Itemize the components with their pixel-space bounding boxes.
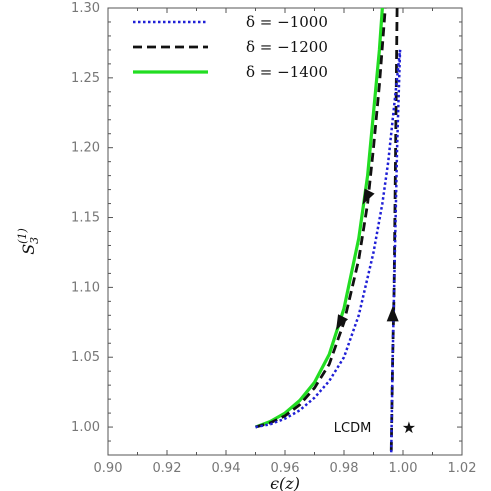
- y-axis-title-base: S: [19, 244, 38, 255]
- x-axis-title: ϵ(z): [270, 474, 300, 491]
- series-line-branch-rise: [254, 8, 384, 429]
- direction-arrow: [386, 306, 399, 322]
- y-axis-title-subscript: 3: [28, 237, 41, 244]
- x-tick-label: 0.94: [212, 461, 241, 476]
- y-tick-label: 1.00: [71, 420, 100, 435]
- y-axis: 1.00 1.05 1.10 1.15 1.20 1.25 1.30: [71, 1, 462, 456]
- direction-arrow: [362, 188, 375, 205]
- x-tick-label: 0.98: [330, 461, 359, 476]
- lcdm-annotation: LCDM: [334, 421, 372, 436]
- y-tick-label: 1.20: [71, 141, 100, 156]
- series-line-branch-rise: [255, 8, 387, 429]
- y-tick-label: 1.15: [71, 211, 100, 226]
- x-tick-label: 0.90: [94, 461, 123, 476]
- legend-label: δ = −1400: [246, 63, 328, 81]
- annotation-layer: LCDM ★: [334, 418, 416, 437]
- y-tick-label: 1.05: [71, 350, 100, 365]
- series-line-branch-return: [389, 8, 399, 455]
- arrow-layer: [336, 188, 399, 331]
- y-tick-label: 1.30: [71, 1, 100, 16]
- legend-label: δ = −1000: [246, 13, 328, 31]
- legend: δ = −1000 δ = −1200 δ = −1400: [133, 13, 328, 81]
- x-tick-label: 1.02: [448, 461, 477, 476]
- direction-arrow: [336, 314, 349, 331]
- legend-label: δ = −1200: [246, 38, 328, 56]
- y-tick-label: 1.10: [71, 280, 100, 295]
- y-tick-label: 1.25: [71, 71, 100, 86]
- x-tick-label: 0.96: [271, 461, 300, 476]
- x-axis: 0.90 0.92 0.94 0.96 0.98 1.00 1.02: [94, 8, 477, 476]
- y-axis-title-superscript: (1): [16, 228, 29, 244]
- series-line-branch-rise: [255, 49, 402, 429]
- series-line-branch-return: [389, 49, 402, 455]
- series-layer: [254, 8, 402, 455]
- y-axis-title: S3(1): [16, 228, 41, 255]
- x-tick-label: 0.92: [153, 461, 182, 476]
- lcdm-star-marker: ★: [402, 418, 416, 437]
- x-tick-label: 1.00: [389, 461, 418, 476]
